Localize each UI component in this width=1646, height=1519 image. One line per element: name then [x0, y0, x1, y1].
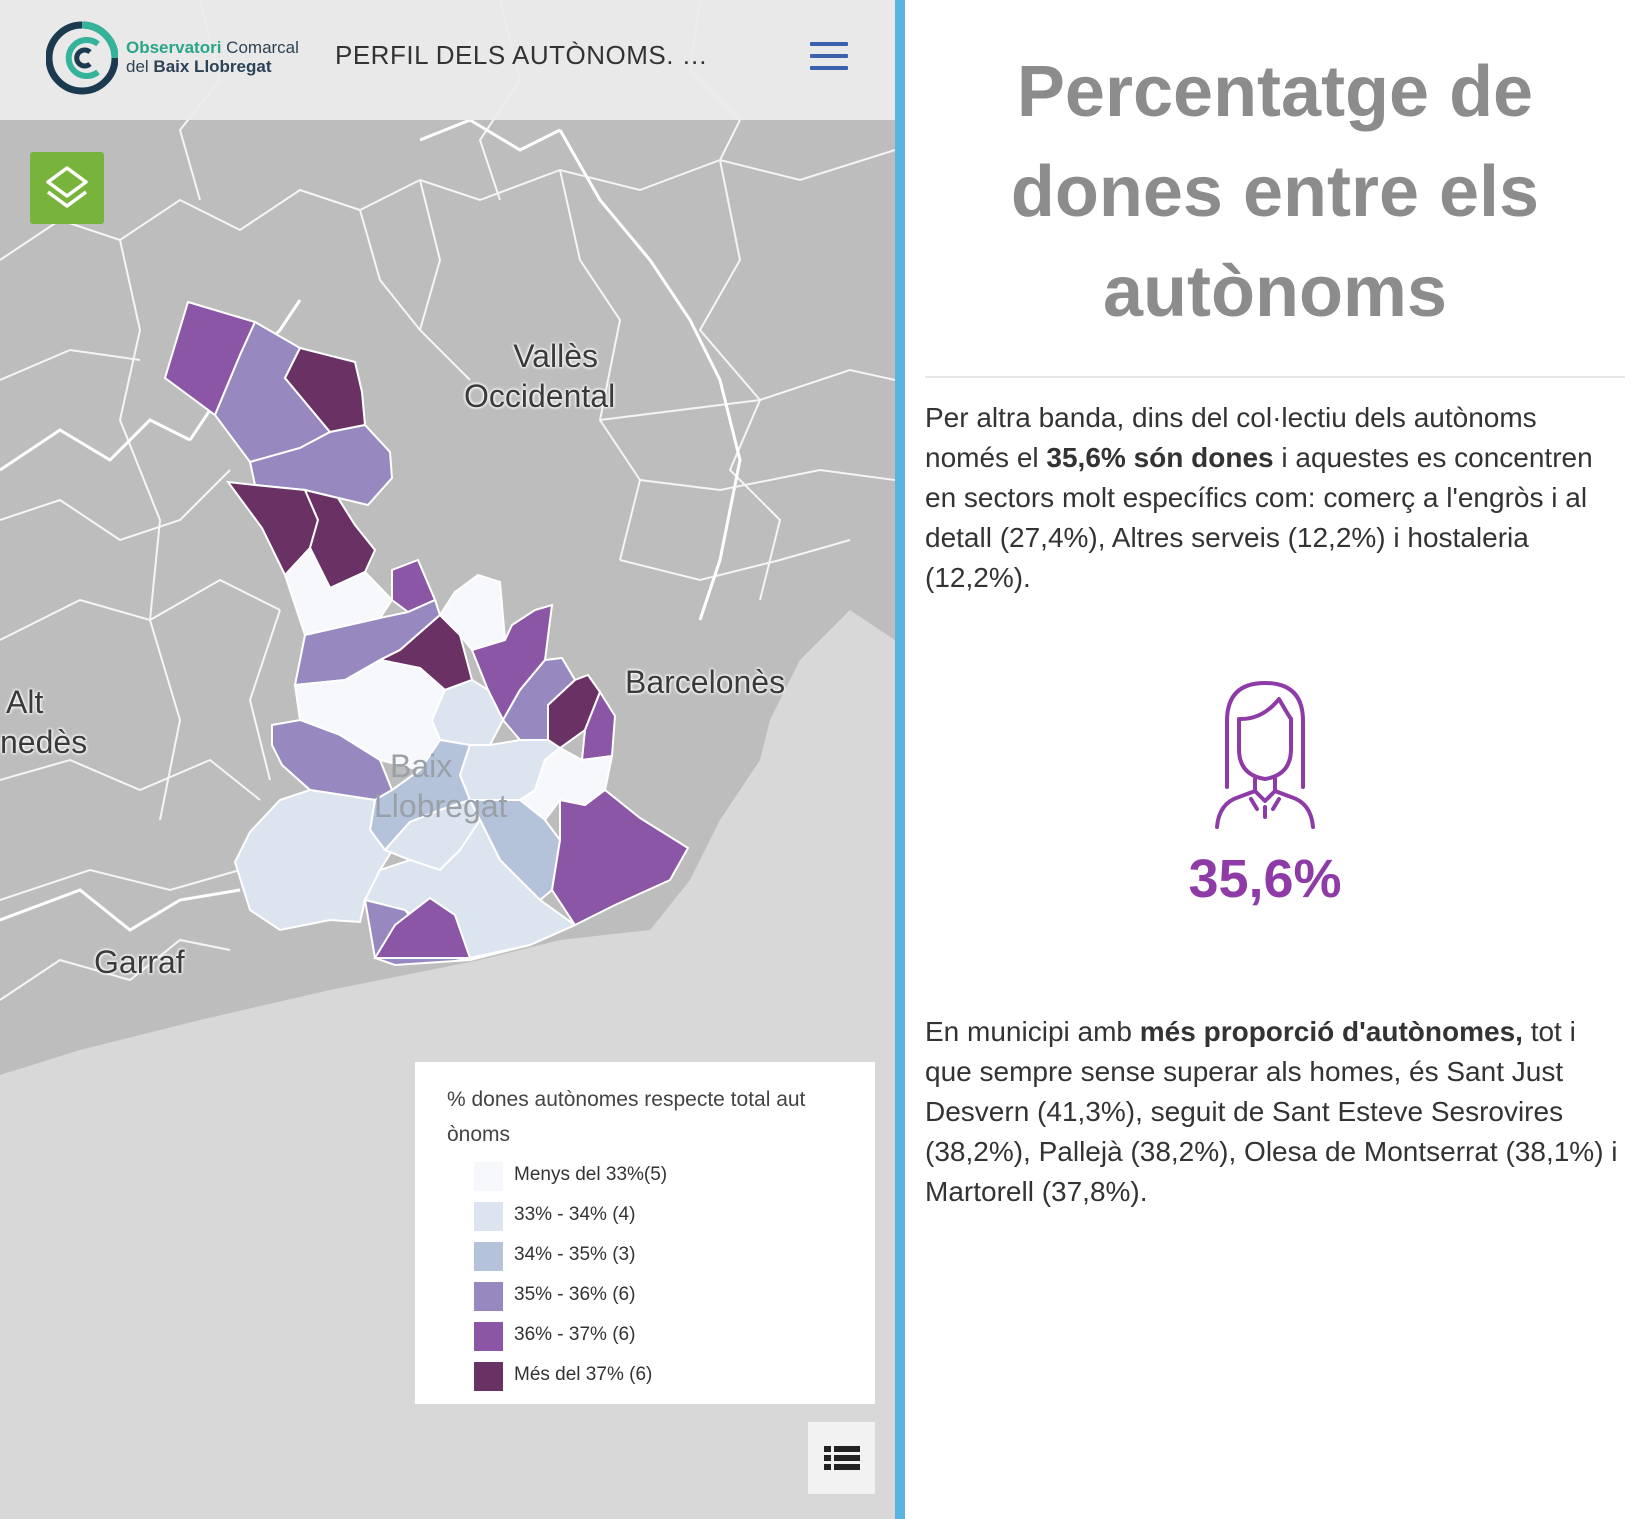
menu-bar-bottom	[810, 66, 848, 70]
list-icon	[824, 1446, 860, 1470]
label-baix-line2: Llobregat	[374, 788, 508, 824]
label-alt-penedes: Alt nedès	[0, 682, 87, 762]
layers-button[interactable]	[30, 152, 104, 224]
paragraph-intro-highlight: 35,6% són dones	[1046, 442, 1274, 473]
paragraph-intro-text-c: i aquestes es concentren en sectors molt…	[925, 442, 1593, 593]
main-heading: Percentatge de dones entre els autònoms	[1010, 52, 1540, 332]
legend-label: 34% - 35% (3)	[514, 1244, 636, 1265]
legend-label: 36% - 37% (6)	[514, 1324, 636, 1345]
legend-swatch	[474, 1242, 503, 1271]
logo-word-baix-llobregat: Baix Llobregat	[153, 57, 272, 76]
paragraph-muni-highlight: més proporció d'autònomes,	[1139, 1016, 1523, 1047]
map-legend: % dones autònomes respecte total aut òno…	[415, 1062, 875, 1404]
legend-swatch	[474, 1362, 503, 1391]
label-valles-occidental: Vallès Occidental	[464, 336, 615, 416]
land-area	[0, 0, 895, 1075]
menu-bar-top	[810, 42, 848, 46]
label-valles-line1: Vallès	[513, 338, 598, 374]
layers-icon	[46, 166, 88, 208]
paragraph-muni-text-a: En municipi amb	[925, 1016, 1140, 1047]
logo-icon[interactable]	[46, 18, 118, 96]
map-canvas[interactable]	[0, 0, 895, 1519]
legend-swatch	[474, 1282, 503, 1311]
panel-divider	[895, 0, 905, 1519]
label-alt-line2: nedès	[0, 724, 88, 760]
app-header: Observatori Comarcal del Baix Llobregat …	[0, 0, 895, 120]
paragraph-intro: Per altra banda, dins del col·lectiu del…	[925, 398, 1625, 598]
label-valles-line2: Occidental	[464, 378, 616, 414]
label-garraf: Garraf	[94, 944, 185, 980]
woman-icon	[1215, 681, 1315, 829]
label-baix-llobregat: Baix Llobregat	[374, 746, 507, 826]
legend-label: Més del 37% (6)	[514, 1364, 653, 1385]
paragraph-muni-text-c: tot i que sempre sense superar als homes…	[925, 1016, 1618, 1207]
paragraph-municipalities: En municipi amb més proporció d'autònome…	[925, 1012, 1625, 1212]
label-baix-line1: Baix	[390, 748, 453, 784]
legend-label: 35% - 36% (6)	[514, 1284, 636, 1305]
story-title[interactable]: PERFIL DELS AUTÒNOMS. DO...	[335, 40, 715, 70]
logo-word-comarcal: Comarcal	[226, 38, 299, 57]
label-barcelones: Barcelonès	[625, 664, 786, 700]
logo-word-del: del	[126, 57, 149, 76]
menu-bar-middle	[810, 54, 848, 58]
logo-word-observatori: Observatori	[126, 38, 222, 57]
paragraph-intro-text-a: Per altra banda, dins del col·lectiu del…	[925, 402, 1537, 473]
legend-label: 33% - 34% (4)	[514, 1204, 636, 1225]
legend-title: % dones autònomes respecte total aut òno…	[447, 1088, 806, 1146]
stat-value: 35,6%	[1188, 849, 1342, 909]
legend-label: Menys del 33%(5)	[514, 1164, 668, 1185]
logo-text[interactable]: Observatori Comarcal del Baix Llobregat	[126, 38, 299, 76]
map-panel[interactable]: Vallès Occidental Barcelonès Alt nedès B…	[0, 0, 895, 1519]
legend-swatch	[474, 1162, 503, 1191]
hamburger-icon[interactable]	[810, 42, 848, 70]
list-button[interactable]	[808, 1422, 875, 1494]
story-panel[interactable]: Percentatge de dones entre els autònoms …	[905, 0, 1646, 1519]
heading-divider	[925, 376, 1625, 378]
legend-swatch	[474, 1322, 503, 1351]
label-alt-line1: Alt	[6, 684, 44, 720]
legend-swatch	[474, 1202, 503, 1231]
choropleth-municipalities	[163, 300, 690, 967]
